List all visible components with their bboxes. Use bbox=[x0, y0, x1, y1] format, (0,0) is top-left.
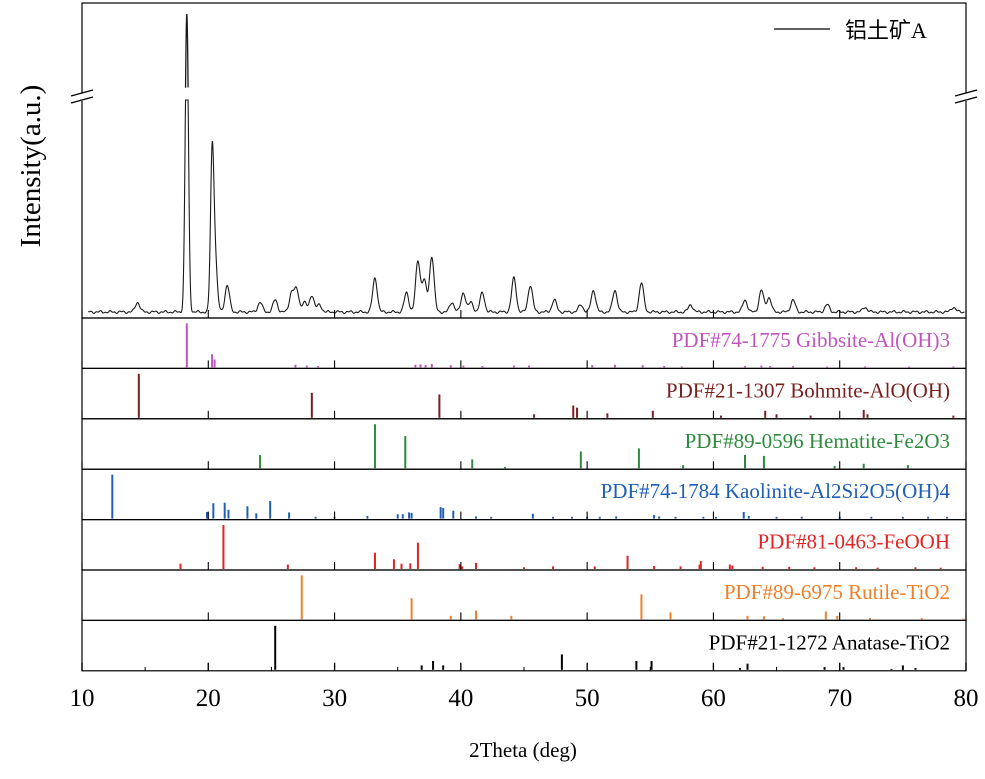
top-panel-frame bbox=[81, 2, 967, 319]
sample-pattern bbox=[88, 13, 965, 315]
reference-label: PDF#81-0463-FeOOH bbox=[757, 530, 950, 554]
x-tick-label: 50 bbox=[575, 685, 600, 712]
x-tick-label: 40 bbox=[448, 685, 473, 712]
axis-break-mark bbox=[954, 89, 978, 97]
reference-label: PDF#74-1775 Gibbsite-Al(OH)3 bbox=[672, 328, 950, 352]
axis-break-mark bbox=[70, 89, 94, 97]
x-tick-label: 20 bbox=[196, 685, 221, 712]
x-tick-label: 60 bbox=[701, 685, 726, 712]
reference-label: PDF#89-0596 Hematite-Fe2O3 bbox=[685, 429, 950, 453]
reference-label: PDF#89-6975 Rutile-TiO2 bbox=[724, 580, 950, 604]
reference-patterns: PDF#74-1775 Gibbsite-Al(OH)3 PDF#21-1307 … bbox=[111, 323, 965, 670]
pattern-line-above-break bbox=[184, 13, 189, 88]
reference-panel-frame bbox=[81, 619, 967, 672]
axis-break-mark bbox=[70, 96, 94, 104]
legend-label: 铝土矿A bbox=[845, 18, 927, 43]
x-axis-label: 2Theta (deg) bbox=[469, 738, 577, 762]
x-tick-label: 80 bbox=[954, 685, 979, 712]
x-tick-label: 10 bbox=[70, 685, 95, 712]
pattern-line bbox=[88, 99, 965, 315]
axis-break-mark bbox=[954, 96, 978, 104]
y-axis-label: Intensity(a.u.) bbox=[15, 85, 47, 248]
x-tick-label: 70 bbox=[827, 685, 852, 712]
legend: 铝土矿A bbox=[774, 18, 927, 43]
x-axis: 10 20 30 40 50 60 70 80 bbox=[70, 310, 979, 712]
reference-label: PDF#74-1784 Kaolinite-Al2Si2O5(OH)4 bbox=[601, 479, 951, 503]
reference-label: PDF#21-1272 Anatase-TiO2 bbox=[709, 630, 950, 654]
axis-break-left bbox=[73, 93, 91, 101]
panel-frames bbox=[70, 2, 978, 672]
axis-break-right bbox=[957, 93, 975, 101]
x-tick-label: 30 bbox=[322, 685, 347, 712]
reference-label: PDF#21-1307 Bohmite-AlO(OH) bbox=[666, 378, 950, 402]
